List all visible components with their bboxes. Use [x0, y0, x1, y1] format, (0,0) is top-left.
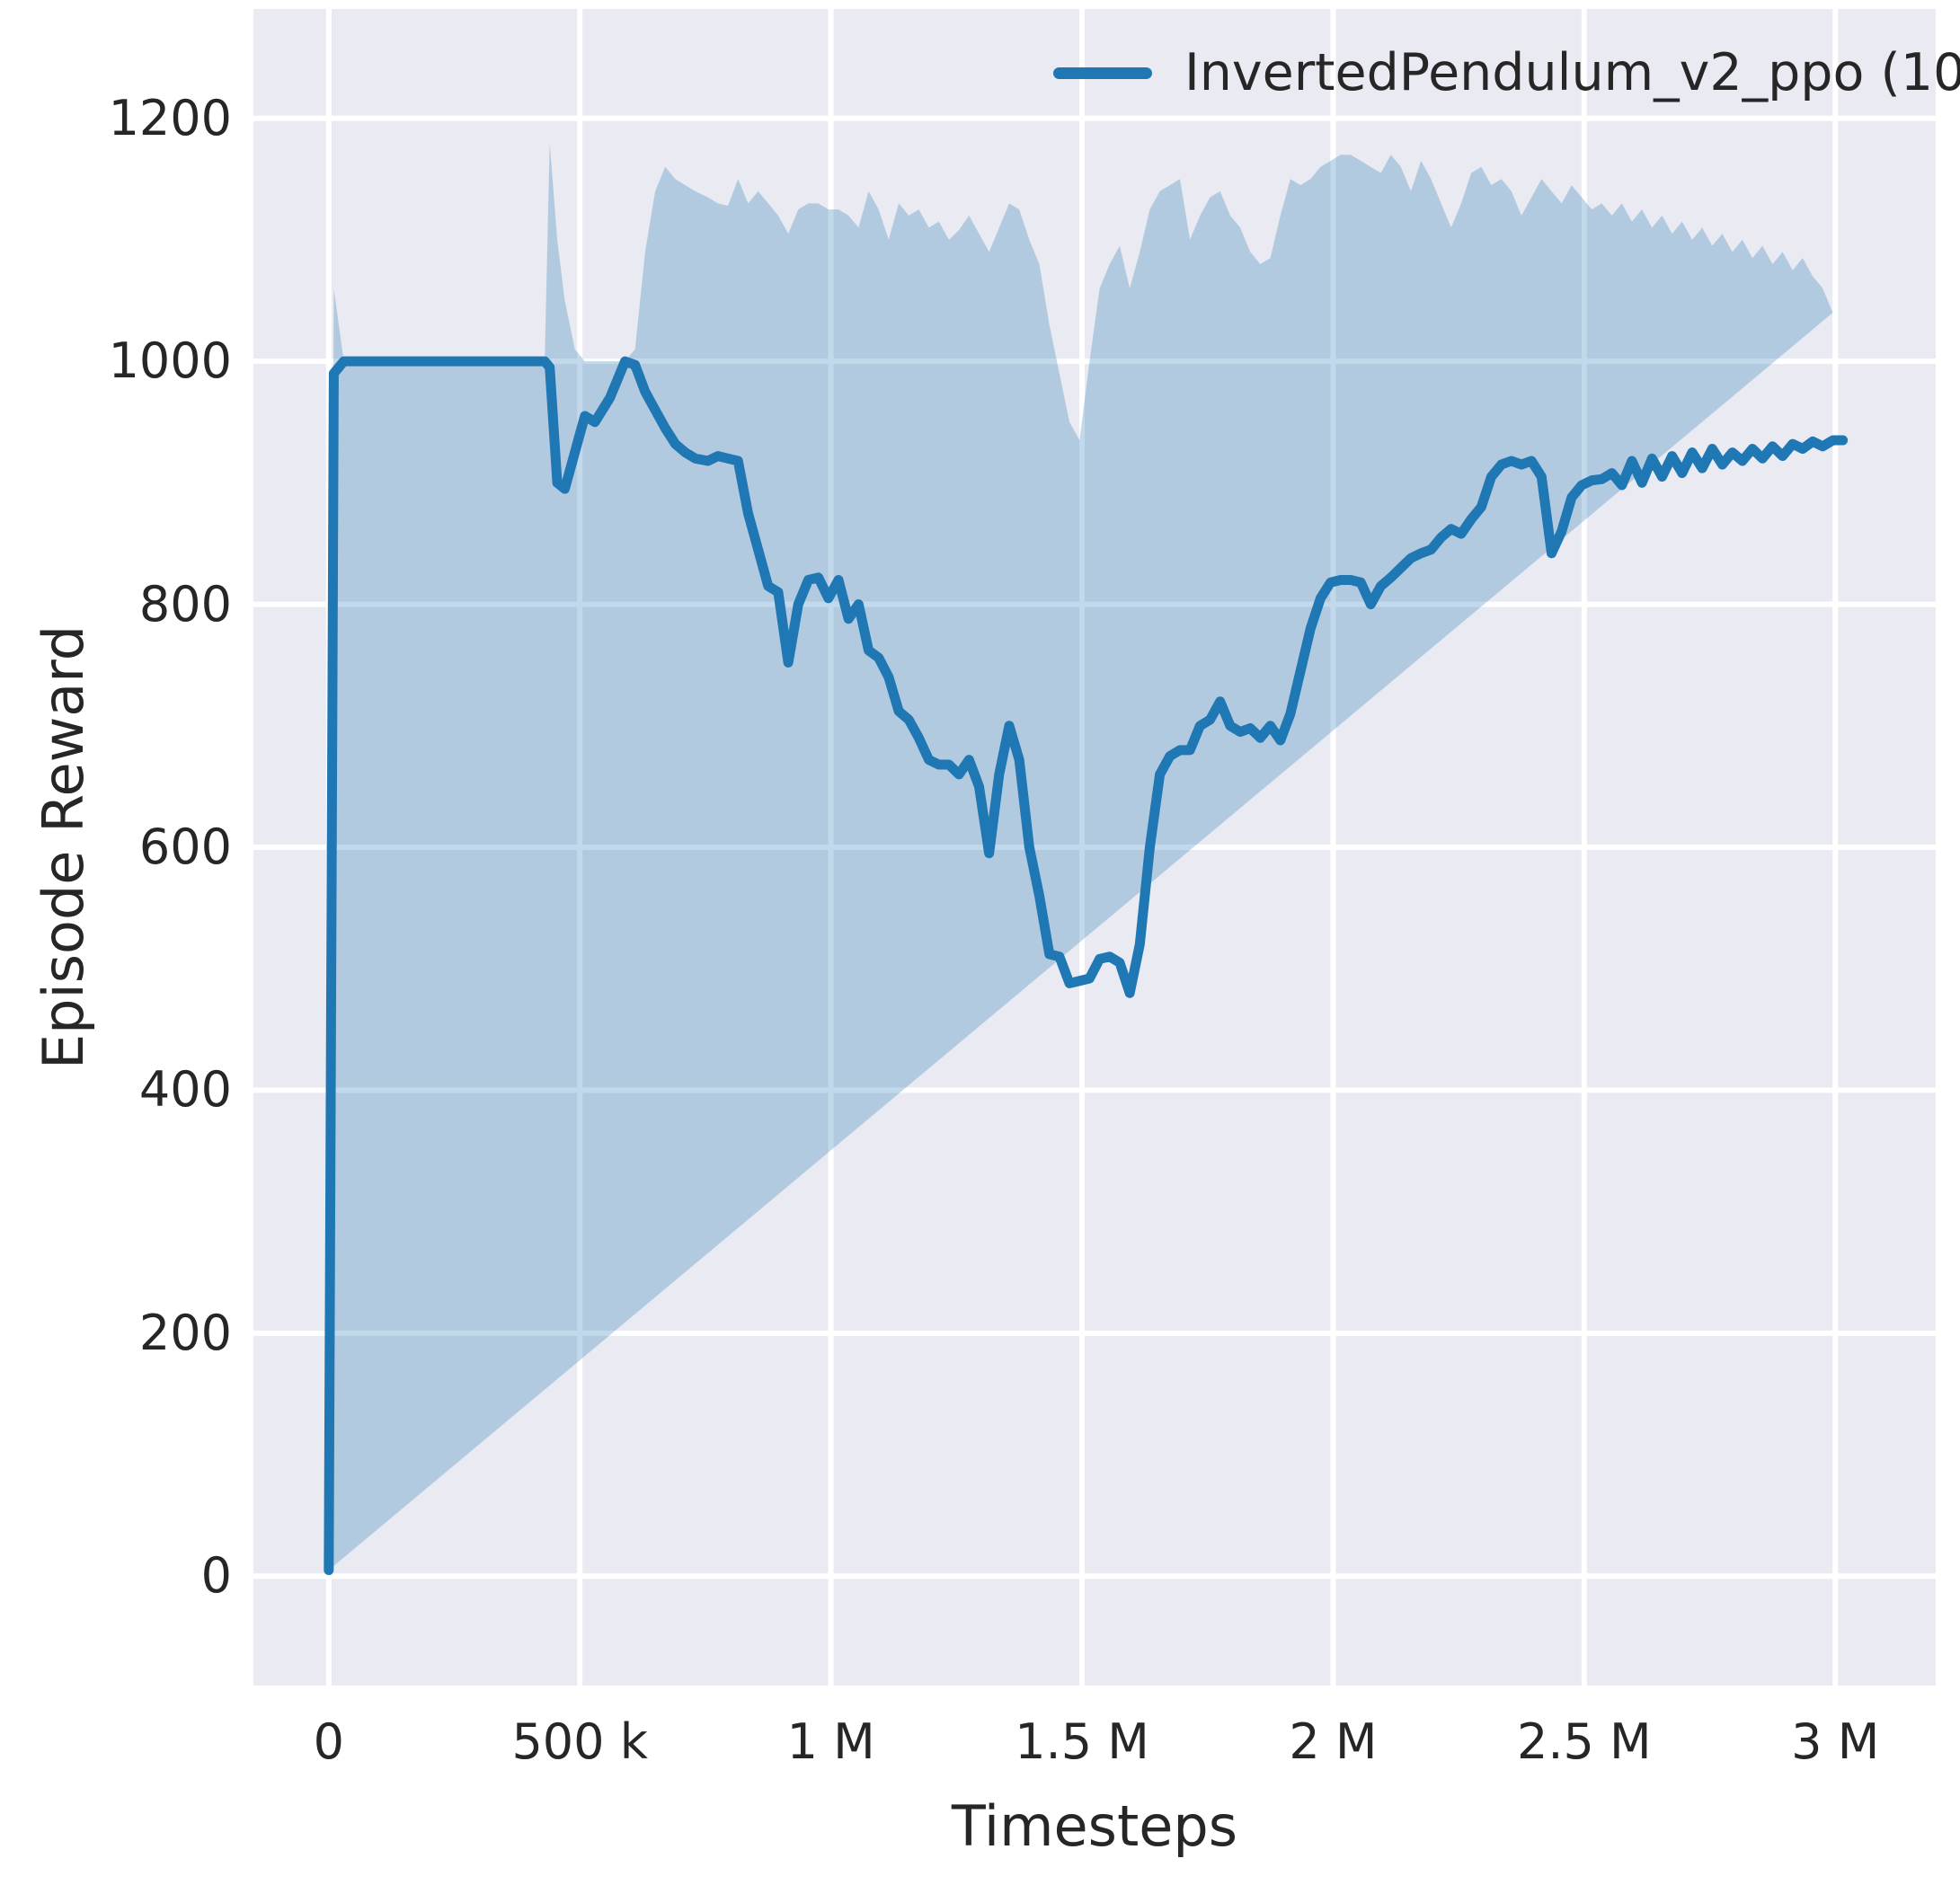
y-tick-label: 800: [138, 575, 232, 633]
y-tick-label: 1200: [108, 89, 232, 146]
chart-legend: InvertedPendulum_v2_ppo (10): [1044, 40, 1960, 106]
x-tick-label: 1 M: [786, 1713, 875, 1770]
legend-label: InvertedPendulum_v2_ppo (10): [1184, 43, 1960, 102]
y-tick-label: 200: [138, 1304, 232, 1361]
x-tick-label: 3 M: [1791, 1713, 1880, 1770]
x-tick-label: 2.5 M: [1517, 1713, 1652, 1770]
x-axis-title: Timesteps: [951, 1793, 1238, 1859]
x-tick-label: 1.5 M: [1015, 1713, 1149, 1770]
x-tick-label: 2 M: [1289, 1713, 1378, 1770]
y-tick-label: 1000: [108, 332, 232, 390]
plot-area: [253, 9, 1936, 1686]
mean-line: [324, 356, 1849, 1576]
x-tick-label: 0: [313, 1713, 344, 1770]
chart-canvas: [253, 9, 1936, 1686]
x-tick-label: 500 k: [511, 1713, 648, 1770]
y-tick-label: 600: [138, 819, 232, 875]
y-axis-title: Episode Reward: [31, 624, 96, 1070]
y-tick-label: 0: [200, 1547, 232, 1605]
uncertainty-band: [328, 142, 1833, 1571]
y-tick-label: 400: [138, 1061, 232, 1119]
legend-line-swatch: [1053, 66, 1152, 79]
